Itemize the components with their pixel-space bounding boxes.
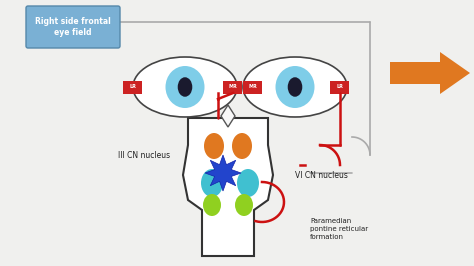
Ellipse shape	[243, 57, 347, 117]
Ellipse shape	[232, 133, 252, 159]
FancyBboxPatch shape	[26, 6, 120, 48]
Polygon shape	[221, 105, 235, 127]
FancyBboxPatch shape	[244, 81, 263, 94]
Text: LR: LR	[337, 85, 344, 89]
Ellipse shape	[275, 66, 315, 108]
Ellipse shape	[165, 66, 204, 108]
Ellipse shape	[133, 57, 237, 117]
Ellipse shape	[235, 194, 253, 216]
Ellipse shape	[178, 77, 192, 97]
Text: Right side frontal
eye field: Right side frontal eye field	[35, 16, 111, 38]
Ellipse shape	[204, 133, 224, 159]
Ellipse shape	[237, 169, 259, 197]
Text: LR: LR	[129, 85, 137, 89]
FancyBboxPatch shape	[330, 81, 349, 94]
Ellipse shape	[201, 169, 223, 197]
FancyBboxPatch shape	[390, 62, 440, 84]
Polygon shape	[440, 52, 470, 94]
Polygon shape	[205, 155, 241, 191]
Polygon shape	[183, 118, 273, 256]
Text: III CN nucleus: III CN nucleus	[118, 151, 170, 160]
Ellipse shape	[203, 194, 221, 216]
Text: MR: MR	[249, 85, 257, 89]
Ellipse shape	[288, 77, 302, 97]
Text: Paramedian
pontine reticular
formation: Paramedian pontine reticular formation	[310, 218, 368, 240]
Text: MR: MR	[228, 85, 237, 89]
FancyBboxPatch shape	[124, 81, 143, 94]
Text: VI CN nucleus: VI CN nucleus	[295, 171, 348, 180]
FancyBboxPatch shape	[224, 81, 243, 94]
